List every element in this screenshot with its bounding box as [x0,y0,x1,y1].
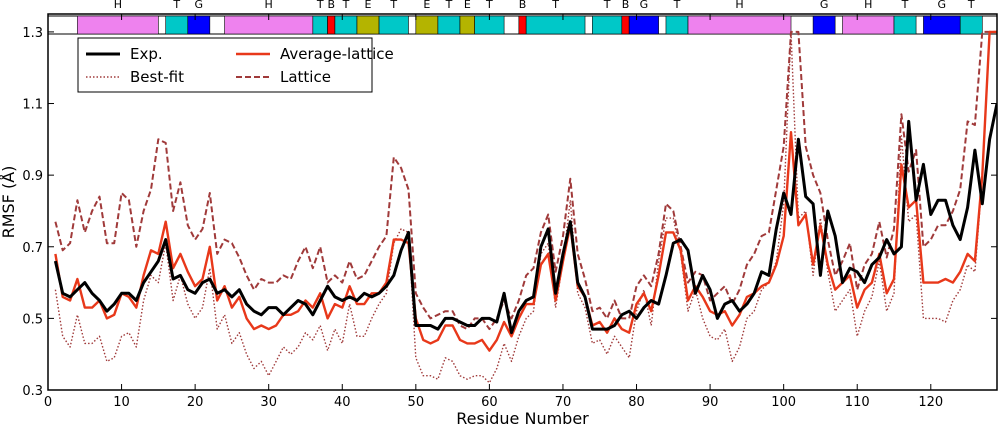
ss-label: G [195,0,204,11]
ss-label: T [603,0,611,11]
ss-segment [312,15,328,35]
y-tick-label: 0.7 [22,241,43,256]
series-line-best-fit [54,31,997,384]
ss-label: T [342,0,350,11]
ss-label: E [464,0,471,11]
ss-label: H [864,0,872,11]
ss-label: T [551,0,559,11]
ss-segment [378,15,409,35]
legend-label: Lattice [280,68,331,86]
ss-segment [437,15,461,35]
x-tick-label: 50 [408,395,425,410]
x-tick-label: 20 [187,395,204,410]
ss-segment [77,15,159,35]
ss-label: T [445,0,453,11]
x-tick-label: 110 [845,395,870,410]
y-axis-label: RMSF (Å) [0,166,18,239]
x-tick-label: 90 [702,395,719,410]
ss-segment [415,15,439,35]
ss-label: G [640,0,649,11]
x-tick-label: 40 [334,395,351,410]
ss-label: T [967,0,975,11]
x-tick-label: 60 [481,395,498,410]
y-tick-label: 1.1 [22,98,43,113]
ss-segment [893,15,917,35]
ss-segment [621,15,630,35]
ss-segment [187,15,211,35]
legend-label: Average-lattice [280,45,394,63]
ss-segment [334,15,358,35]
ss-segment [923,15,961,35]
ss-label: G [938,0,947,11]
legend-box [77,37,373,93]
ss-segment [687,15,792,35]
ss-segment [518,15,527,35]
ss-label: E [423,0,430,11]
ss-segment [165,15,189,35]
ss-segment [842,15,895,35]
x-tick-label: 30 [260,395,277,410]
ss-label: H [265,0,273,11]
x-tick-label: 120 [918,395,943,410]
legend: Exp. Average-lattice Best-fit Lattice [77,37,394,93]
ss-segment [628,15,659,35]
y-tick-label: 1.3 [22,26,43,41]
ss-label: G [820,0,829,11]
series-line-lattice [54,30,997,331]
y-tick-label: 0.9 [22,169,43,184]
ss-label: T [389,0,397,11]
ss-label: T [485,0,493,11]
ss-label: E [365,0,372,11]
series-line-exp [53,103,997,335]
y-tick-label: 0.3 [22,384,43,399]
ss-segment [356,15,380,35]
ss-segment [665,15,689,35]
ss-segment [812,15,836,35]
ss-segment [525,15,586,35]
ss-segment [459,15,475,35]
ss-label: T [673,0,681,11]
x-tick-label: 10 [113,395,130,410]
plot-frame [47,13,998,391]
ss-segment [592,15,623,35]
ss-label: T [316,0,324,11]
ss-label: B [327,0,335,11]
ss-label: B [622,0,630,11]
axes-ticks: 0 10 20 30 40 50 60 70 80 90 100 110 120 0.3 0.5 0.7 0.9… [22,14,997,410]
y-tick-label: 0.5 [22,312,43,327]
ss-label: H [735,0,743,11]
legend-label: Exp. [130,45,163,63]
ss-segment [327,15,336,35]
ss-segment [959,15,983,35]
ss-label: T [901,0,909,11]
x-tick-label: 100 [771,395,796,410]
series-lines [53,30,997,384]
x-tick-label: 80 [628,395,645,410]
legend-label: Best-fit [130,68,184,86]
ss-label: H [114,0,122,11]
series-line-average-lattice [54,30,997,352]
x-axis-label: Residue Number [456,409,589,428]
x-tick-label: 0 [44,395,52,410]
x-tick-label: 70 [555,395,572,410]
ss-label: B [519,0,527,11]
ss-label: T [172,0,180,11]
